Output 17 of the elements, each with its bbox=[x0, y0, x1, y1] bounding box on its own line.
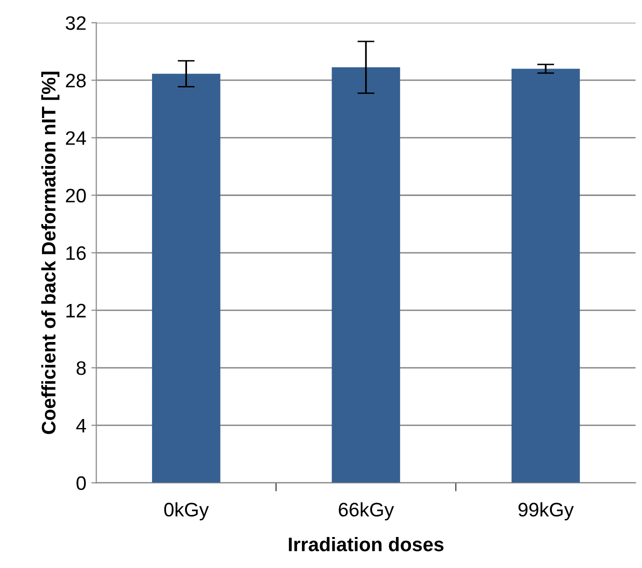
y-tick-label: 32 bbox=[66, 16, 86, 30]
y-axis-title: Coefficient of back Deformation nIT [%] bbox=[41, 72, 60, 434]
y-tick-label: 28 bbox=[66, 74, 86, 88]
bar bbox=[512, 68, 580, 483]
x-tick-label: 99kGy bbox=[518, 502, 574, 520]
y-tick-label: 8 bbox=[76, 361, 86, 376]
y-tick-label: 20 bbox=[66, 188, 86, 202]
x-tick-label: 66kGy bbox=[338, 502, 394, 520]
bar bbox=[152, 74, 220, 483]
y-tick-label: 24 bbox=[66, 131, 86, 145]
x-tick-label: 0kGy bbox=[164, 502, 209, 520]
y-tick-label: 12 bbox=[66, 304, 86, 318]
y-tick-label: 16 bbox=[66, 246, 86, 260]
bar bbox=[332, 67, 400, 483]
y-tick-label: 0 bbox=[76, 476, 86, 490]
y-tick-label: 4 bbox=[76, 418, 86, 432]
x-axis-title: Irradiation doses bbox=[288, 537, 444, 552]
